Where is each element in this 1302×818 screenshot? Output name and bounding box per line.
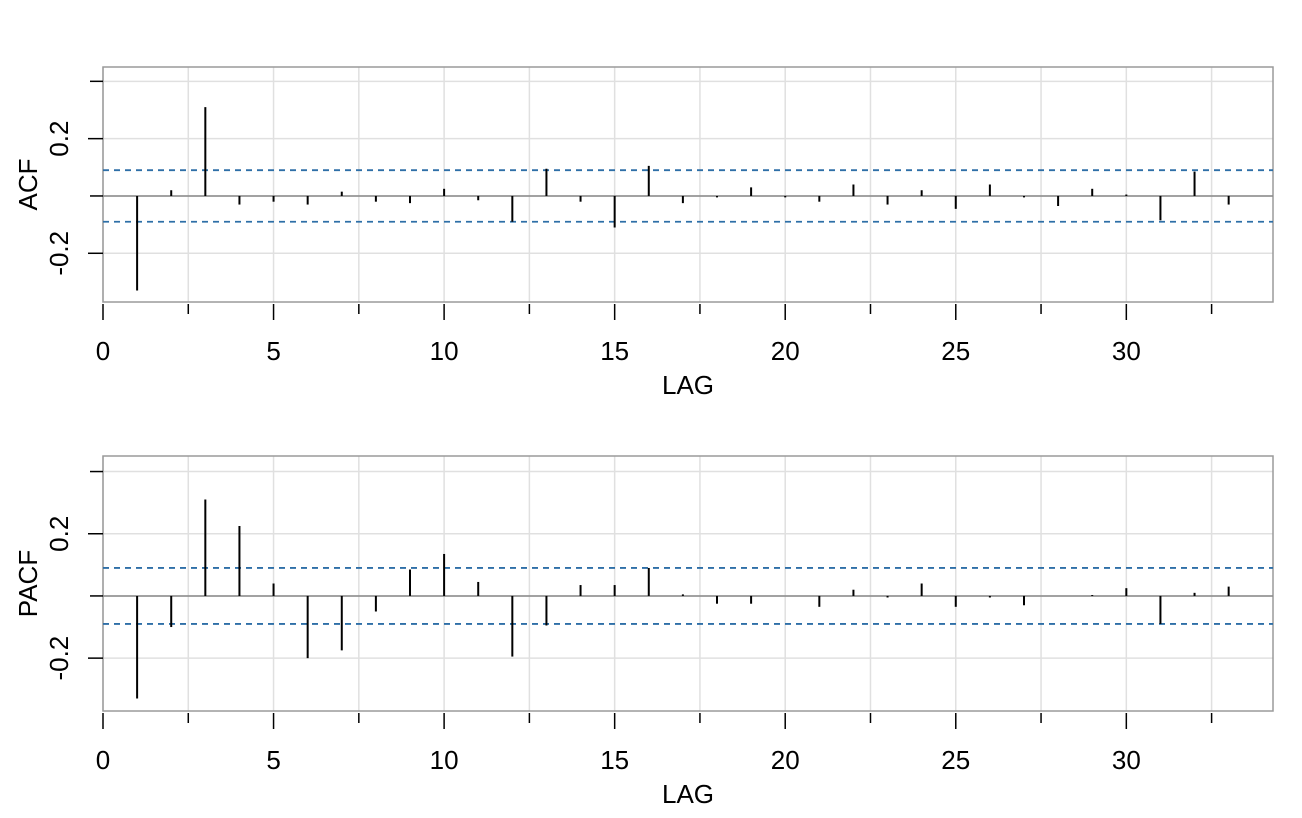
pacf-plot-frame: [102, 455, 1274, 712]
pacf-x-axis-title: LAG: [662, 779, 714, 809]
x-tick-label: 15: [600, 745, 629, 775]
acf-plot-frame: [102, 66, 1274, 303]
y-tick-label: 0.2: [44, 516, 74, 552]
acf-y-axis: -0.2 0.2: [44, 80, 103, 276]
x-tick-label: 25: [941, 336, 970, 366]
x-tick-label: 25: [941, 745, 970, 775]
x-tick-label: 15: [600, 336, 629, 366]
x-tick-label: 10: [430, 336, 459, 366]
pacf-x-axis: 0 5 10 15 20 25 30: [96, 713, 1213, 775]
x-tick-label: 30: [1112, 336, 1141, 366]
pacf-y-axis-title: PACF: [13, 550, 43, 617]
acf-needles: [136, 107, 1230, 291]
acf-y-axis-title: ACF: [13, 159, 43, 211]
pacf-needles: [136, 499, 1230, 699]
acf-x-axis-title: LAG: [662, 370, 714, 400]
x-tick-label: 0: [96, 336, 110, 366]
x-tick-label: 20: [771, 745, 800, 775]
pacf-grid: [102, 456, 1273, 711]
x-tick-label: 5: [266, 336, 280, 366]
x-tick-label: 0: [96, 745, 110, 775]
y-tick-label: -0.2: [44, 231, 74, 276]
x-tick-label: 20: [771, 336, 800, 366]
x-tick-label: 30: [1112, 745, 1141, 775]
pacf-y-axis: -0.2 0.2: [44, 470, 103, 681]
x-tick-label: 10: [430, 745, 459, 775]
y-tick-label: 0.2: [44, 121, 74, 157]
acf-grid: [102, 67, 1273, 302]
x-tick-label: 5: [266, 745, 280, 775]
y-tick-label: -0.2: [44, 636, 74, 681]
acf-x-axis: 0 5 10 15 20 25 30: [96, 304, 1213, 366]
